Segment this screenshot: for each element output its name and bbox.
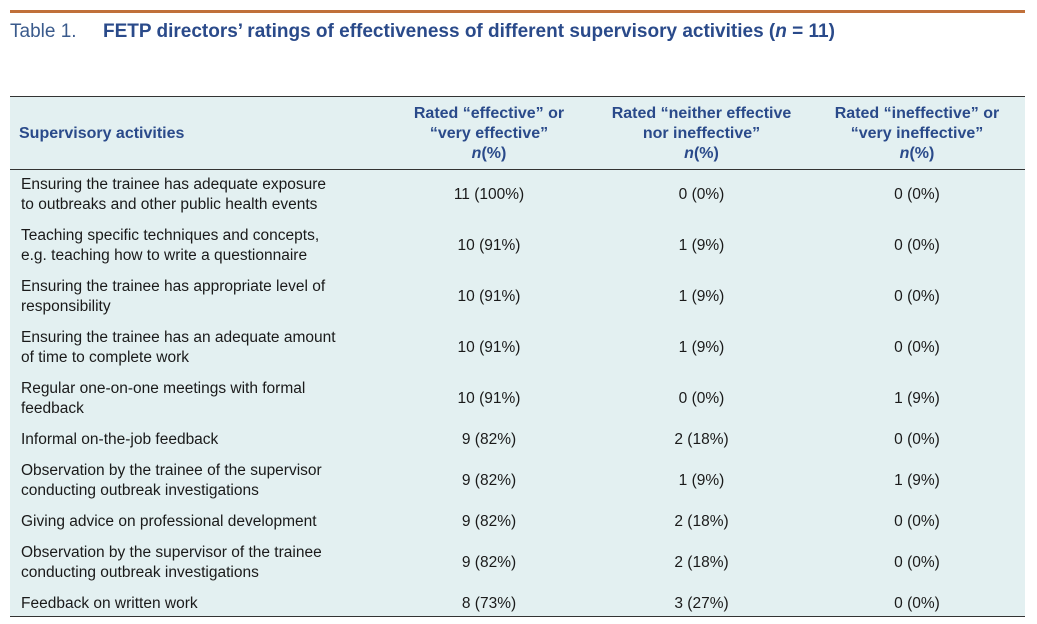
header-neither: Rated “neither effective nor ineffective…: [594, 97, 809, 170]
effective-cell: 10 (91%): [457, 236, 521, 254]
table-row: Informal on-the-job feedback 9 (82%) 2 (…: [10, 424, 1025, 455]
table-header-row: Supervisory activities Rated “effective”…: [10, 97, 1025, 170]
table-row: Ensuring the trainee has adequate exposu…: [10, 169, 1025, 220]
neither-cell: 1 (9%): [678, 287, 725, 305]
neither-cell: 2 (18%): [674, 430, 729, 448]
ineffective-cell: 0 (0%): [894, 594, 940, 612]
effective-cell: 10 (91%): [457, 389, 521, 407]
effective-cell: 9 (82%): [461, 430, 517, 448]
activity-cell: Teaching specific techniques and concept…: [21, 226, 320, 264]
activity-cell: Ensuring the trainee has appropriate lev…: [21, 277, 326, 315]
table-row: Ensuring the trainee has appropriate lev…: [10, 271, 1025, 322]
table-row: Observation by the trainee of the superv…: [10, 455, 1025, 506]
effective-cell: 8 (73%): [461, 594, 517, 612]
ineffective-cell: 0 (0%): [894, 553, 940, 571]
neither-cell: 2 (18%): [674, 553, 729, 571]
table-row: Teaching specific techniques and concept…: [10, 220, 1025, 271]
table-row: Observation by the supervisor of the tra…: [10, 537, 1025, 588]
ineffective-cell: 0 (0%): [894, 430, 940, 448]
top-rule: [10, 10, 1025, 13]
neither-cell: 1 (9%): [678, 338, 725, 356]
data-table-container: Supervisory activities Rated “effective”…: [10, 96, 1025, 617]
neither-cell: 1 (9%): [678, 236, 725, 254]
effective-cell: 9 (82%): [461, 471, 517, 489]
data-table: Supervisory activities Rated “effective”…: [10, 97, 1025, 619]
table-title: FETP directors’ ratings of effectiveness…: [103, 21, 835, 42]
table-row: Regular one-on-one meetings with formal f…: [10, 373, 1025, 424]
header-supervisory-activities: Supervisory activities: [10, 97, 384, 170]
neither-cell: 0 (0%): [678, 185, 725, 203]
ineffective-cell: 0 (0%): [894, 338, 940, 356]
header-ineffective: Rated “ineffective” or “very ineffective…: [809, 97, 1025, 170]
neither-cell: 2 (18%): [674, 512, 729, 530]
table-row: Ensuring the trainee has an adequate amo…: [10, 322, 1025, 373]
activity-cell: Regular one-on-one meetings with formal f…: [21, 379, 306, 417]
ineffective-cell: 1 (9%): [894, 389, 940, 407]
neither-cell: 1 (9%): [678, 471, 725, 489]
header-effective: Rated “effective” or “very effective” n(…: [384, 97, 594, 170]
effective-cell: 9 (82%): [461, 512, 517, 530]
activity-cell: Feedback on written work: [21, 594, 198, 612]
ineffective-cell: 0 (0%): [894, 287, 940, 305]
neither-cell: 0 (0%): [678, 389, 725, 407]
activity-cell: Observation by the supervisor of the tra…: [21, 543, 322, 581]
effective-cell: 10 (91%): [457, 338, 521, 356]
activity-cell: Observation by the trainee of the superv…: [21, 461, 322, 499]
table-row: Giving advice on professional developmen…: [10, 506, 1025, 537]
activity-cell: Informal on-the-job feedback: [21, 430, 219, 448]
activity-cell: Giving advice on professional developmen…: [21, 512, 317, 530]
table-label: Table 1.: [10, 21, 77, 42]
effective-cell: 11 (100%): [453, 185, 525, 203]
ineffective-cell: 0 (0%): [894, 185, 940, 203]
effective-cell: 10 (91%): [457, 287, 521, 305]
table-caption: Table 1. FETP directors’ ratings of effec…: [10, 20, 1025, 44]
ineffective-cell: 0 (0%): [894, 236, 940, 254]
effective-cell: 9 (82%): [461, 553, 517, 571]
activity-cell: Ensuring the trainee has adequate exposu…: [21, 175, 327, 213]
ineffective-cell: 0 (0%): [894, 512, 940, 530]
table-row: Feedback on written work 8 (73%) 3 (27%)…: [10, 588, 1025, 619]
ineffective-cell: 1 (9%): [894, 471, 940, 489]
neither-cell: 3 (27%): [674, 594, 729, 612]
activity-cell: Ensuring the trainee has an adequate amo…: [21, 328, 336, 366]
